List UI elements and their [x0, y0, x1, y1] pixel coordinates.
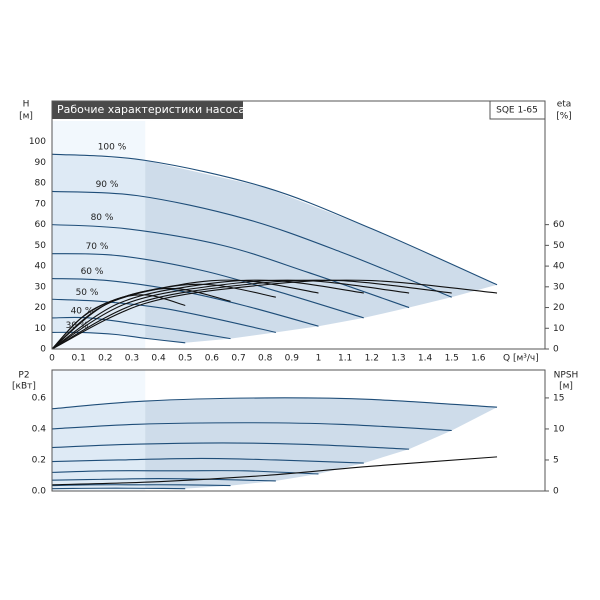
y-axis-unit: [м]	[19, 112, 33, 122]
curve-label: 100 %	[98, 143, 127, 153]
curve-label: 60 %	[81, 267, 104, 277]
y-tick-label: 0.4	[32, 424, 47, 434]
plot-frame	[51, 369, 546, 492]
y-tick-label: 80	[35, 179, 47, 189]
curve	[51, 422, 452, 432]
y-tick-label: 30	[35, 282, 47, 292]
low-flow-zone	[52, 121, 146, 349]
y2-tick-label: 10	[553, 324, 565, 334]
curve-label: 50 %	[76, 288, 99, 298]
curve	[51, 331, 186, 344]
y2-axis-unit: [%]	[556, 112, 572, 122]
y-tick-label: 0.2	[32, 455, 46, 465]
secondary-curve	[51, 294, 186, 350]
y-tick-label: 10	[35, 324, 47, 334]
y-tick-label: 50	[35, 241, 47, 251]
x-tick-label: 0.4	[151, 354, 166, 364]
curve	[51, 442, 410, 450]
y2-tick-label: 10	[553, 424, 565, 434]
x-tick-label: 1.3	[391, 354, 405, 364]
y2-tick-label: 30	[553, 282, 565, 292]
y-tick-label: 20	[35, 303, 47, 313]
x-tick-label: 1.4	[418, 354, 433, 364]
secondary-curve	[51, 279, 319, 350]
x-tick-label: 0.9	[285, 354, 300, 364]
secondary-curve	[51, 279, 498, 350]
x-tick-label: 1	[316, 354, 322, 364]
curve	[51, 470, 319, 475]
curve-label: 70 %	[86, 242, 109, 252]
curve	[51, 478, 276, 482]
area-layer	[52, 121, 498, 491]
x-tick-label: 0.8	[258, 354, 273, 364]
plot-frame	[51, 100, 546, 350]
curve	[51, 153, 498, 286]
text-layer: Рабочие характеристики насоса SQE 1-65 H…	[12, 100, 578, 497]
secondary-curve	[51, 456, 498, 486]
x-tick-label: 0.5	[178, 354, 192, 364]
y2-axis-unit: [м]	[559, 382, 573, 392]
curve	[51, 316, 231, 340]
y-axis-label: P2	[18, 371, 29, 381]
x-tick-label: 0	[49, 354, 55, 364]
x-tick-label: 1.6	[471, 354, 486, 364]
curve	[51, 298, 276, 333]
grid-layer	[545, 224, 549, 492]
title-bar	[52, 101, 243, 119]
curve	[51, 457, 364, 464]
y2-tick-label: 50	[553, 241, 565, 251]
y-tick-label: 0.6	[32, 393, 47, 403]
x-tick-label: 0.2	[98, 354, 112, 364]
y-axis-unit: [кВт]	[12, 382, 36, 392]
y2-axis-label: NPSH	[554, 371, 579, 381]
curve-label: 40 %	[71, 306, 94, 316]
lines-layer	[51, 153, 498, 490]
x-axis-label: Q [м³/ч]	[503, 354, 539, 364]
y-tick-label: 40	[35, 262, 47, 272]
y-axis-label: H	[23, 100, 30, 110]
y-tick-label: 60	[35, 220, 47, 230]
low-flow-zone	[52, 370, 146, 491]
y2-tick-label: 0	[553, 345, 559, 355]
y2-tick-label: 5	[553, 455, 559, 465]
curve	[51, 190, 452, 298]
y2-tick-label: 40	[553, 262, 565, 272]
curve	[51, 253, 364, 319]
curve-label: 90 %	[96, 180, 119, 190]
curve	[51, 397, 498, 410]
chart-title: Рабочие характеристики насоса	[57, 103, 245, 116]
secondary-curve	[51, 279, 452, 350]
x-tick-label: 0.1	[71, 354, 85, 364]
y2-axis-label: eta	[557, 100, 572, 110]
x-tick-label: 0.6	[205, 354, 220, 364]
curve-label: 80 %	[91, 213, 114, 223]
y-tick-label: 90	[35, 158, 47, 168]
operating-area	[52, 154, 498, 343]
y2-tick-label: 15	[553, 393, 564, 403]
y-tick-label: 70	[35, 199, 47, 209]
y2-tick-label: 0	[553, 487, 559, 497]
y-tick-label: 0	[40, 345, 46, 355]
curve-label: 30 %	[66, 321, 89, 331]
x-tick-label: 0.7	[231, 354, 245, 364]
y-tick-label: 0.0	[32, 487, 47, 497]
x-tick-label: 1.5	[445, 354, 459, 364]
curve	[51, 484, 231, 487]
y2-tick-label: 60	[553, 220, 565, 230]
x-tick-label: 1.2	[365, 354, 379, 364]
y2-tick-label: 20	[553, 303, 565, 313]
y-tick-label: 100	[29, 137, 46, 147]
model-label: SQE 1-65	[496, 106, 538, 116]
curve	[51, 224, 410, 309]
x-tick-label: 1.1	[338, 354, 352, 364]
x-tick-label: 0.3	[125, 354, 139, 364]
secondary-curve	[51, 279, 410, 350]
